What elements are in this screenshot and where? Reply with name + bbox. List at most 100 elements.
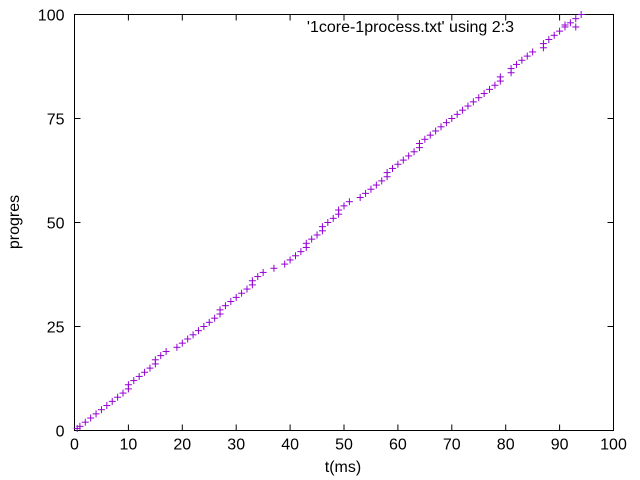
data-point (238, 289, 246, 297)
x-tick-label: 80 (497, 437, 515, 454)
data-point (297, 248, 305, 256)
x-tick-label: 40 (281, 437, 299, 454)
data-point (114, 393, 122, 401)
y-tick-label: 25 (47, 320, 65, 337)
data-point (329, 214, 337, 222)
x-tick-label: 50 (335, 437, 353, 454)
data-point (383, 169, 391, 177)
x-tick-label: 0 (70, 437, 79, 454)
data-point (545, 35, 553, 43)
y-tick-label: 50 (47, 216, 65, 233)
data-point (372, 181, 380, 189)
data-point (178, 339, 186, 347)
data-point (340, 202, 348, 210)
x-tick-label: 60 (389, 437, 407, 454)
data-point (211, 314, 219, 322)
data-point (448, 115, 456, 122)
data-point (308, 235, 316, 243)
x-tick-label: 10 (120, 437, 138, 454)
data-point (97, 406, 105, 414)
data-point (281, 260, 289, 268)
data-point (421, 135, 429, 143)
data-point (302, 239, 310, 247)
data-point (529, 48, 537, 56)
data-point (119, 389, 127, 397)
data-point (345, 198, 353, 206)
data-point (76, 422, 84, 430)
x-tick-label: 100 (600, 437, 627, 454)
data-point (87, 414, 95, 422)
x-tick-label: 90 (551, 437, 569, 454)
data-point (130, 377, 138, 385)
plot-frame (74, 14, 614, 431)
x-tick-label: 70 (443, 437, 461, 454)
data-point (254, 273, 262, 281)
axis-ticks (74, 14, 614, 431)
data-point (335, 206, 343, 214)
x-tick-label: 20 (173, 437, 191, 454)
y-tick-label: 75 (47, 112, 65, 129)
data-point (507, 65, 515, 73)
data-point (162, 347, 170, 355)
data-point (291, 252, 299, 260)
data-point (496, 73, 504, 81)
data-point (480, 90, 488, 98)
data-point (453, 110, 461, 118)
data-point (426, 131, 434, 139)
data-point (189, 331, 197, 339)
data-point (491, 81, 499, 89)
data-point (216, 306, 224, 314)
data-point (464, 102, 472, 110)
y-tick-label: 0 (56, 424, 65, 441)
data-point (108, 397, 116, 405)
data-point (442, 119, 450, 127)
data-point (243, 285, 251, 293)
x-axis-label: t(ms) (325, 459, 361, 476)
data-point (459, 106, 467, 114)
data-point (259, 268, 267, 276)
data-point (577, 11, 585, 18)
data-point (572, 23, 580, 31)
data-point (194, 327, 202, 335)
data-point (227, 298, 235, 306)
data-point (324, 219, 332, 226)
data-point (81, 418, 89, 426)
data-point (141, 368, 149, 376)
data-point (556, 27, 564, 35)
data-point (362, 189, 370, 197)
data-point (248, 277, 256, 285)
data-point (415, 139, 423, 147)
data-point (523, 52, 531, 60)
data-point (103, 402, 111, 410)
data-point (135, 372, 143, 380)
data-point (518, 56, 526, 64)
y-tick-label: 100 (38, 8, 65, 25)
data-point (512, 60, 520, 68)
data-point (389, 164, 397, 172)
data-point (184, 335, 192, 343)
data-point (173, 343, 181, 351)
data-point (146, 364, 154, 372)
data-point (221, 302, 229, 310)
tick-labels: 0 10 20 30 40 50 60 70 80 90 100 0 25 50 75 100 (38, 8, 627, 454)
data-point (566, 19, 574, 27)
data-point (539, 40, 547, 48)
legend-marker (561, 21, 569, 29)
data-point (486, 85, 494, 93)
data-point (405, 152, 413, 160)
data-point (232, 293, 240, 301)
data-point (157, 352, 165, 360)
y-axis-label: progres (6, 195, 23, 249)
data-point (475, 94, 483, 102)
data-point (367, 185, 375, 193)
data-point (394, 160, 402, 168)
data-point (410, 148, 418, 156)
legend-label: '1core-1process.txt' using 2:3 (307, 19, 514, 36)
data-point (286, 256, 294, 264)
data-point (318, 223, 326, 231)
data-point (205, 318, 213, 326)
data-point (270, 264, 278, 272)
data-point (399, 156, 407, 164)
data-point (151, 356, 159, 364)
